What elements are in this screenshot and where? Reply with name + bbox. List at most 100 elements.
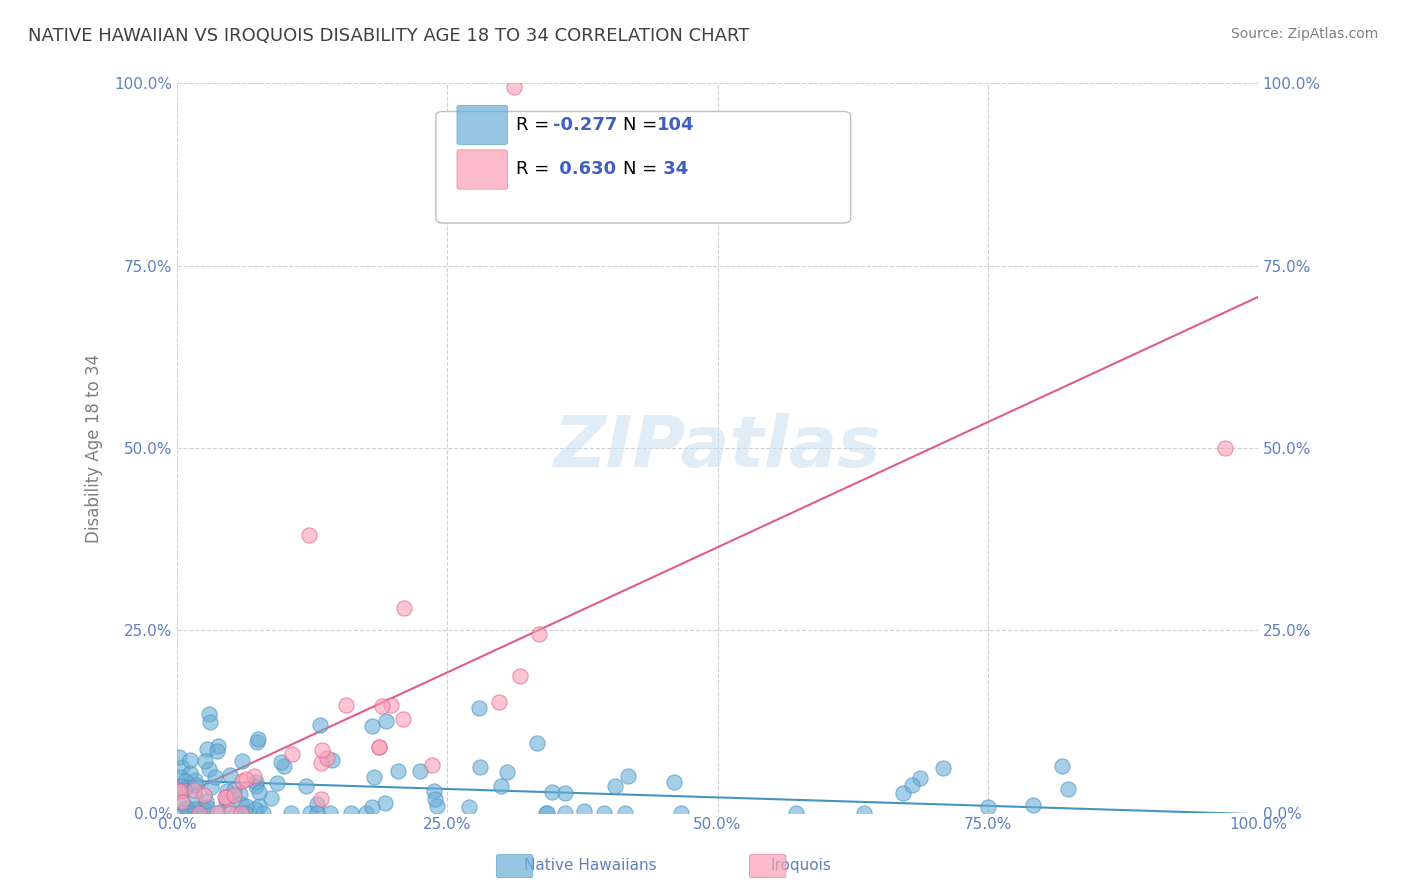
Point xyxy=(195,742,218,756)
Point xyxy=(205,744,228,758)
Point xyxy=(167,750,190,764)
Text: 104: 104 xyxy=(657,116,695,134)
Text: ZIPatlas: ZIPatlas xyxy=(554,414,882,483)
Point xyxy=(617,769,640,783)
Point xyxy=(172,795,194,809)
Point xyxy=(900,778,922,792)
Point xyxy=(193,789,215,803)
Point xyxy=(235,799,257,814)
Text: -0.277: -0.277 xyxy=(553,116,617,134)
Point xyxy=(368,739,391,754)
Point xyxy=(177,805,200,820)
Point xyxy=(247,731,270,746)
Point xyxy=(225,805,247,820)
Point xyxy=(179,766,201,780)
Point xyxy=(603,779,626,793)
Text: N =: N = xyxy=(623,116,662,134)
Point xyxy=(387,764,409,778)
Point xyxy=(593,805,616,820)
Point xyxy=(309,756,332,770)
Point xyxy=(496,765,519,780)
Point xyxy=(174,801,197,815)
Point xyxy=(252,805,274,820)
Point xyxy=(425,792,447,806)
Point xyxy=(194,794,217,808)
Point xyxy=(184,802,207,816)
Point xyxy=(233,805,256,820)
Point xyxy=(536,805,558,820)
Point xyxy=(224,788,246,802)
Point xyxy=(541,785,564,799)
Text: R =: R = xyxy=(516,116,555,134)
Point xyxy=(215,793,238,807)
Point xyxy=(172,760,194,774)
Point xyxy=(503,80,526,95)
Point xyxy=(215,789,238,804)
Point xyxy=(169,784,191,798)
Point xyxy=(270,756,292,770)
Point xyxy=(457,799,479,814)
Point xyxy=(489,779,512,793)
Point xyxy=(181,805,204,820)
Point xyxy=(184,789,207,803)
Point xyxy=(354,805,377,820)
Point xyxy=(1022,797,1045,812)
Point xyxy=(191,801,214,815)
Point xyxy=(554,786,576,800)
Point xyxy=(572,804,595,818)
Point xyxy=(188,805,211,820)
Point xyxy=(174,773,197,788)
Point xyxy=(370,698,392,713)
Point xyxy=(426,799,449,814)
Point xyxy=(488,694,510,708)
Y-axis label: Disability Age 18 to 34: Disability Age 18 to 34 xyxy=(86,353,103,542)
Point xyxy=(219,768,242,782)
Point xyxy=(231,754,253,768)
Point xyxy=(235,772,257,787)
Point xyxy=(420,757,443,772)
Point xyxy=(321,753,343,767)
Point xyxy=(977,799,1000,814)
Point xyxy=(245,775,267,789)
Point xyxy=(526,736,548,750)
Point xyxy=(195,799,218,814)
Point xyxy=(281,747,304,762)
Point xyxy=(785,805,807,820)
Point xyxy=(536,805,558,820)
Point xyxy=(468,759,491,773)
Point xyxy=(891,786,914,800)
Point xyxy=(316,751,339,765)
Point xyxy=(908,772,931,786)
Point xyxy=(468,701,491,715)
Point xyxy=(187,805,209,820)
Point xyxy=(181,805,204,820)
Point xyxy=(228,787,250,801)
Point xyxy=(222,783,245,797)
Point xyxy=(319,805,342,820)
Point xyxy=(529,627,551,641)
Point xyxy=(247,784,270,798)
Point xyxy=(662,774,685,789)
Point xyxy=(183,804,205,818)
Point xyxy=(172,805,194,819)
Text: Source: ZipAtlas.com: Source: ZipAtlas.com xyxy=(1230,27,1378,41)
Point xyxy=(368,739,391,754)
Point xyxy=(184,778,207,792)
Point xyxy=(179,752,201,766)
Point xyxy=(360,800,382,814)
Point xyxy=(423,784,446,798)
Point xyxy=(207,739,229,753)
Point xyxy=(932,761,955,775)
Text: NATIVE HAWAIIAN VS IROQUOIS DISABILITY AGE 18 TO 34 CORRELATION CHART: NATIVE HAWAIIAN VS IROQUOIS DISABILITY A… xyxy=(28,27,749,45)
Point xyxy=(554,805,576,820)
Point xyxy=(375,714,398,729)
Point xyxy=(170,797,193,811)
Point xyxy=(273,759,295,773)
Point xyxy=(280,805,302,820)
Point xyxy=(1050,758,1073,772)
Text: R =: R = xyxy=(516,161,555,178)
Point xyxy=(409,764,432,779)
Point xyxy=(266,776,288,790)
Point xyxy=(311,743,333,757)
Point xyxy=(204,770,226,784)
